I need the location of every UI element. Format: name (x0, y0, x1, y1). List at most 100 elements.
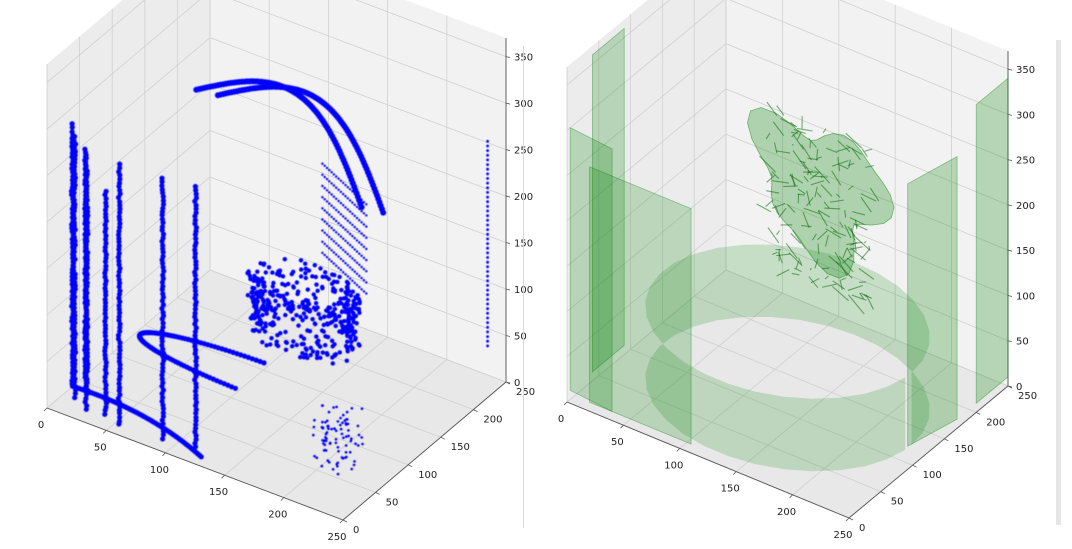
scatter-point (117, 288, 123, 294)
scatter-point (355, 283, 359, 287)
scatter-point (250, 289, 255, 295)
scatter-point (337, 255, 340, 258)
scatter-point (331, 468, 335, 471)
scatter-point (261, 261, 267, 266)
scatter-point (486, 288, 489, 292)
scatter-point (355, 194, 359, 197)
scatter-point (328, 168, 331, 172)
scatter-point (116, 358, 122, 365)
scatter-point (102, 296, 108, 303)
scatter-point (71, 138, 77, 144)
scatter-point (116, 214, 122, 220)
scatter-point (353, 248, 356, 251)
scatter-point (345, 455, 348, 459)
scatter-point (337, 450, 340, 453)
scatter-point (486, 339, 489, 343)
scatter-point (486, 195, 489, 199)
scatter-point (358, 263, 361, 266)
scatter-point (348, 232, 352, 236)
scatter-point (298, 274, 304, 279)
scatter-point (277, 268, 283, 273)
scatter-point (278, 331, 283, 336)
scatter-point (360, 276, 363, 280)
scatter-point (333, 323, 338, 329)
scatter-point (339, 287, 344, 293)
scatter-point (193, 325, 199, 331)
x-tick-mark (676, 448, 681, 452)
scatter-point (116, 273, 122, 279)
z-tick-mark (505, 56, 511, 58)
surface-strand (814, 166, 831, 184)
scatter-point (347, 429, 350, 432)
surface-strand (839, 221, 844, 228)
scatter-point (344, 451, 348, 454)
scatter-point (314, 355, 320, 361)
scatter-point (339, 235, 343, 238)
scatter-point (486, 256, 489, 259)
z-tick-mark (505, 102, 511, 105)
scatter-point (328, 235, 331, 239)
z-gridline (46, 176, 507, 316)
scatter-point (350, 407, 354, 410)
scatter-point (353, 237, 356, 240)
scatter-point (362, 234, 366, 237)
scatter-point (84, 298, 90, 304)
scatter-point (116, 303, 122, 309)
scatter-point (297, 304, 302, 309)
scatter-point (358, 285, 361, 289)
y-tick-mark (912, 464, 917, 468)
scatter-point (117, 176, 123, 182)
scatter-point (117, 392, 123, 398)
scatter-point (343, 419, 347, 422)
scatter-point (85, 212, 91, 219)
y-tick-label: 100 (923, 470, 942, 481)
scatter-point (362, 279, 366, 282)
surface-strand (822, 128, 827, 134)
scatter-point (343, 295, 348, 301)
scatter-point (103, 240, 109, 246)
scatter-point (284, 291, 290, 296)
scatter-point (264, 343, 269, 348)
scatter-point (321, 420, 324, 424)
scatter-point (320, 350, 325, 355)
scatter-point (346, 208, 349, 211)
scatter-point (263, 270, 268, 275)
scatter-point (192, 284, 198, 290)
scatter-point (303, 315, 309, 320)
scatter-point (71, 305, 77, 311)
scatter-point (357, 299, 362, 304)
z-tick-label: 0 (514, 378, 520, 389)
scatter-point (116, 314, 122, 320)
scatter-point (85, 209, 91, 215)
scatter-point (346, 186, 349, 189)
scatter-point (339, 213, 343, 216)
scatter-point (362, 201, 366, 204)
scatter-point (350, 289, 355, 294)
scatter-point (339, 246, 343, 249)
scatter-point (323, 343, 328, 348)
scatter-point (192, 183, 198, 190)
left-3d-scatter-axes: 0501001502002500501001502002500501001502… (38, 0, 535, 543)
scatter-point (312, 433, 315, 437)
x-tick-mark (845, 517, 850, 522)
scatter-point (348, 335, 353, 341)
scatter-point (298, 334, 304, 339)
scatter-point (72, 361, 78, 367)
scatter-point (346, 315, 351, 321)
scatter-point (321, 162, 324, 165)
scatter-point (116, 228, 122, 234)
scatter-point (192, 310, 198, 316)
scatter-point (260, 340, 265, 345)
scatter-point (335, 208, 338, 212)
y-tick-label: 50 (891, 497, 904, 508)
x-tick-mark (339, 519, 344, 524)
scatter-point (84, 183, 90, 189)
scatter-point (274, 271, 280, 277)
scatter-point (328, 258, 331, 261)
scatter-point (321, 184, 324, 188)
scatter-point (357, 343, 362, 348)
z-gridline (566, 269, 1009, 403)
scatter-point (103, 196, 109, 202)
scrollbar[interactable] (1056, 40, 1061, 525)
scatter-point (337, 266, 340, 270)
